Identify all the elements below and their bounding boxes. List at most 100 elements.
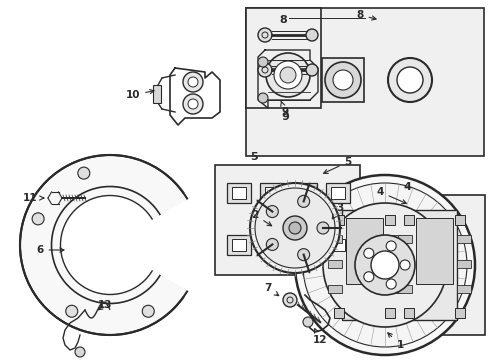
Circle shape [273,61,302,89]
Circle shape [303,183,466,347]
Bar [226,183,250,203]
Circle shape [305,64,317,76]
Text: 12: 12 [312,329,326,345]
Bar [245,8,483,156]
Text: 4: 4 [403,182,410,192]
Bar [456,260,470,268]
Circle shape [386,241,395,251]
Circle shape [280,67,295,83]
Bar [231,239,245,251]
Bar [454,215,464,225]
Circle shape [297,195,309,207]
Bar [327,260,341,268]
Bar [411,210,456,320]
Circle shape [258,28,271,42]
Bar [292,183,316,203]
Bar [397,285,411,293]
Bar [215,165,359,275]
Circle shape [396,67,422,93]
Circle shape [399,260,409,270]
Text: 5: 5 [323,157,351,174]
Circle shape [187,99,198,109]
Text: 13: 13 [98,300,112,310]
Circle shape [332,70,352,90]
Circle shape [363,272,373,282]
Text: 10: 10 [125,90,154,100]
Bar [403,308,413,318]
Bar [327,235,341,243]
Bar [330,187,345,199]
Bar [386,235,400,243]
Circle shape [78,167,90,179]
Circle shape [249,183,339,273]
Bar [386,260,400,268]
Bar [403,215,413,225]
Circle shape [386,279,395,289]
Circle shape [258,63,271,77]
Bar [260,235,284,255]
Bar [386,285,400,293]
Circle shape [316,222,328,234]
Text: 9: 9 [280,102,288,117]
Text: 8: 8 [279,15,287,25]
Bar [264,187,279,199]
Bar [231,187,245,199]
Text: 6: 6 [36,245,64,255]
Bar [384,308,394,318]
Bar [245,8,320,108]
Text: 7: 7 [264,283,278,296]
Circle shape [288,222,301,234]
Circle shape [354,235,414,295]
Text: 1: 1 [387,333,403,350]
Circle shape [61,195,159,294]
Wedge shape [110,199,202,291]
Text: 9: 9 [281,112,288,122]
Circle shape [370,251,398,279]
Circle shape [283,216,306,240]
Text: 11: 11 [23,193,44,203]
Circle shape [258,93,267,103]
Circle shape [142,305,154,317]
Bar [297,239,311,251]
Circle shape [305,29,317,41]
Text: 2: 2 [251,210,271,226]
Circle shape [297,249,309,261]
Circle shape [32,213,44,225]
Bar [153,85,161,103]
Circle shape [387,58,431,102]
Circle shape [187,77,198,87]
Bar [456,235,470,243]
Circle shape [325,62,360,98]
Bar [341,210,386,320]
Bar [325,183,349,203]
Circle shape [20,155,200,335]
Bar [384,215,394,225]
Bar [325,235,349,255]
Circle shape [323,203,446,327]
Circle shape [254,188,334,268]
Bar [327,285,341,293]
Bar [456,285,470,293]
Bar [330,239,345,251]
Bar [264,239,279,251]
Bar [321,58,363,102]
Circle shape [363,248,373,258]
Circle shape [75,347,85,357]
Circle shape [303,317,312,327]
Bar [397,235,411,243]
Circle shape [283,293,296,307]
Circle shape [183,72,203,92]
Circle shape [266,206,278,217]
Bar [329,195,484,335]
Bar [297,187,311,199]
Bar [454,308,464,318]
Bar [260,183,284,203]
Text: 5: 5 [250,152,258,162]
Circle shape [183,94,203,114]
Bar [333,308,343,318]
Circle shape [265,53,309,97]
Text: 8: 8 [356,10,375,20]
Bar [346,218,382,284]
Bar [292,235,316,255]
Bar [333,215,343,225]
